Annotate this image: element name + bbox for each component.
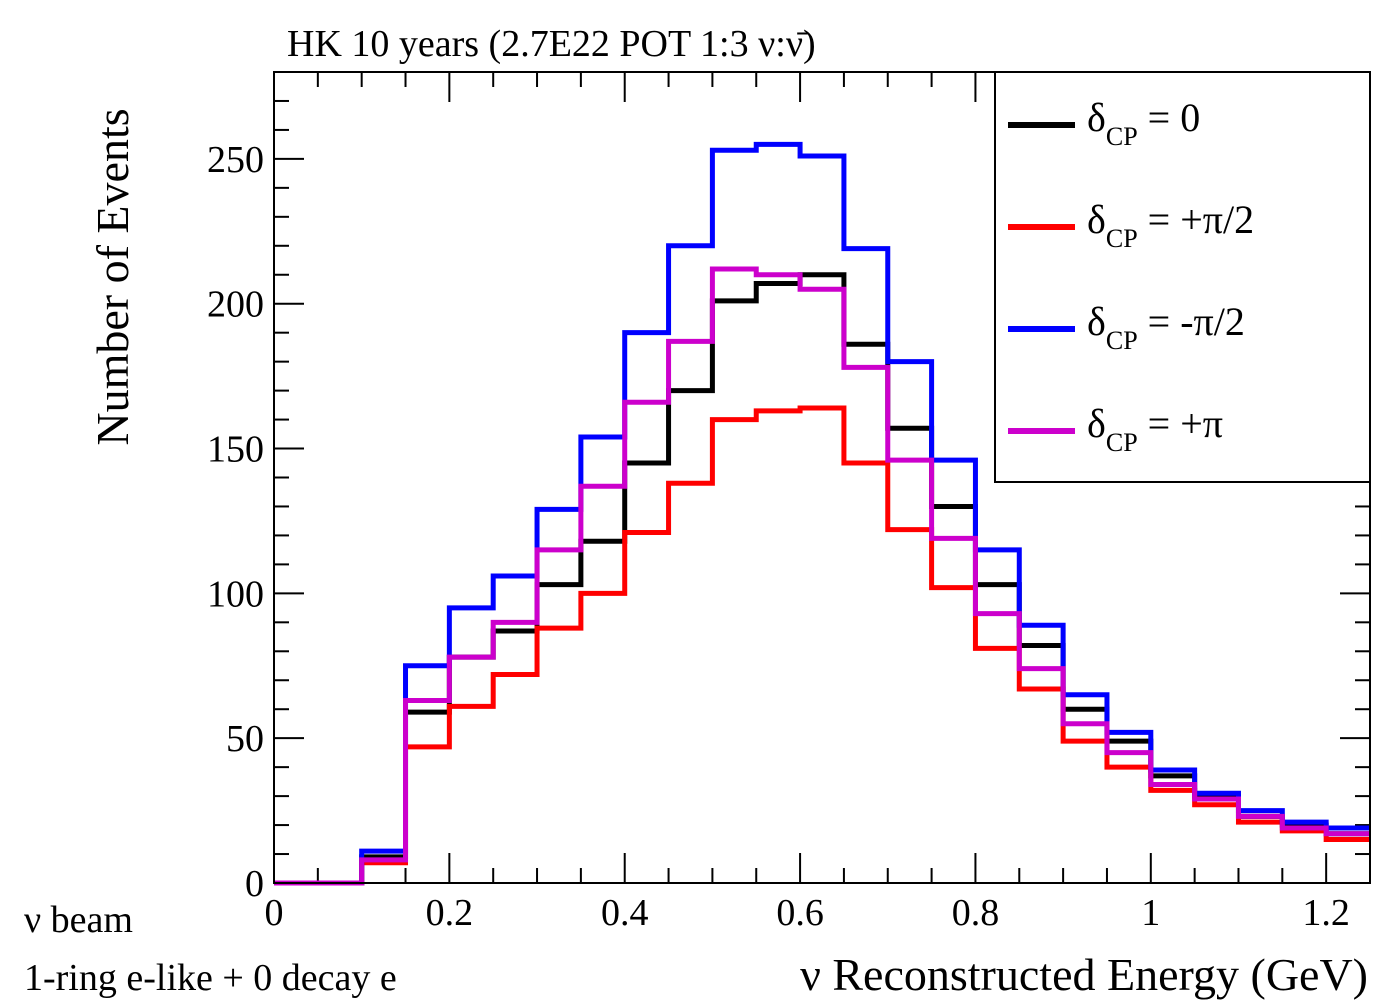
x-tick-label: 0.6 xyxy=(776,892,824,934)
y-tick-label: 250 xyxy=(207,139,264,181)
x-tick-label: 0 xyxy=(265,892,284,934)
x-tick-label: 1 xyxy=(1141,892,1160,934)
selection-note: 1-ring e-like + 0 decay e xyxy=(24,957,397,999)
x-tick-label: 0.8 xyxy=(952,892,1000,934)
x-axis-title: ν Reconstructed Energy (GeV) xyxy=(800,949,1368,1000)
y-tick-label: 50 xyxy=(226,718,264,760)
x-tick-labels: 0 0.2 0.4 0.6 0.8 1 1.2 xyxy=(265,892,1350,934)
chart-title: HK 10 years (2.7E22 POT 1:3 ν:ν̄) xyxy=(287,23,816,65)
y-tick-label: 200 xyxy=(207,284,264,326)
y-tick-label: 150 xyxy=(207,429,264,471)
x-tick-label: 1.2 xyxy=(1302,892,1350,934)
beam-note: ν beam xyxy=(24,899,133,941)
x-tick-label: 0.4 xyxy=(601,892,649,934)
y-tick-label: 0 xyxy=(245,863,264,905)
y-tick-label: 100 xyxy=(207,573,264,615)
x-tick-label: 0.2 xyxy=(426,892,474,934)
y-tick-labels: 0 50 100 150 200 250 xyxy=(207,139,264,905)
y-axis-title: Number of Events xyxy=(87,108,138,445)
